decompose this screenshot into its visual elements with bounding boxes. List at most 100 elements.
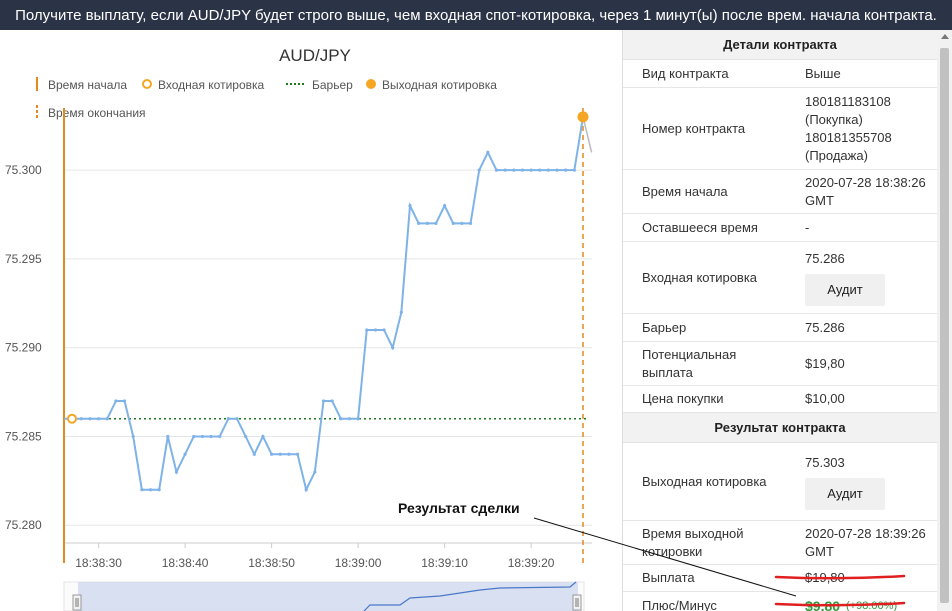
contract-type-label: Вид контракта — [642, 65, 729, 81]
price-point — [538, 168, 542, 172]
profit-loss-value-cell: $9,80 (+98.00%) — [785, 592, 937, 611]
x-axis: 18:38:30 18:38:40 18:38:50 18:39:00 18:39:10… — [75, 543, 555, 570]
x-tick-label: 18:38:40 — [162, 556, 209, 570]
y-tick-label: 75.285 — [5, 429, 42, 443]
price-point — [486, 150, 490, 154]
profit-loss-value: $9,80 — [805, 598, 841, 611]
price-point — [356, 417, 360, 421]
exit-spot-value: 75.303 — [805, 454, 845, 470]
remaining-time-value: - — [805, 219, 810, 235]
entry-spot-value-cell: 75.286 Аудит — [785, 242, 937, 313]
potential-payout-label: Потенциальная выплата — [642, 346, 737, 380]
potential-payout-value: $19,80 — [805, 355, 845, 371]
price-point — [391, 346, 395, 350]
price-point — [218, 434, 222, 439]
row-potential-payout: Потенциальная выплата $19,80 — [623, 342, 937, 386]
exit-spot-value-cell: 75.303 Аудит — [785, 443, 937, 520]
price-point — [512, 168, 516, 172]
price-point — [174, 470, 179, 474]
post-expiry-line — [582, 116, 593, 153]
price-point — [477, 168, 481, 172]
time-navigator[interactable] — [63, 581, 585, 611]
entry-spot-value: 75.286 — [805, 250, 845, 266]
price-point — [261, 434, 265, 439]
navigator-selection[interactable] — [78, 582, 578, 611]
legend-end-time: Время окончания — [48, 106, 146, 120]
price-point — [347, 417, 352, 421]
price-point — [157, 488, 161, 492]
scroll-up-arrow-icon[interactable] — [941, 34, 949, 39]
row-exit-spot: Выходная котировка 75.303 Аудит — [623, 443, 937, 521]
row-contract-number: Номер контракта 180181183108 (Покупка) 1… — [623, 88, 937, 170]
price-point — [572, 168, 576, 172]
y-tick-label: 75.290 — [5, 341, 42, 355]
banner-text: Получите выплату, если AUD/JPY будет стр… — [15, 6, 937, 24]
row-purchase-price: Цена покупки $10,00 — [623, 386, 937, 413]
entry-spot-legend-icon — [142, 79, 152, 89]
navigator-left-handle[interactable] — [72, 594, 82, 611]
row-contract-type: Вид контракта Выше — [623, 60, 937, 88]
price-point — [520, 168, 525, 172]
price-point — [114, 399, 118, 403]
row-profit-loss: Плюс/Минус $9,80 (+98.00%) — [623, 592, 937, 611]
price-point — [373, 328, 377, 332]
exit-spot-audit-button[interactable]: Аудит — [805, 477, 885, 510]
price-point — [382, 328, 386, 332]
chart-panel: AUD/JPY Время начала Входная котировка Б… — [0, 30, 622, 611]
chart-title: AUD/JPY — [279, 46, 351, 65]
y-axis: 75.280 75.285 75.290 75.295 75.300 — [5, 163, 42, 532]
price-point — [546, 168, 551, 172]
price-point — [140, 488, 144, 492]
row-start-time: Время начала 2020-07-28 18:38:26 GMT — [623, 170, 937, 214]
price-point — [79, 417, 83, 421]
price-point — [270, 452, 274, 456]
contract-type-value: Выше — [805, 65, 841, 81]
scrollbar-thumb[interactable] — [940, 48, 949, 603]
entry-spot-audit-button[interactable]: Аудит — [805, 273, 885, 306]
price-point — [97, 417, 101, 421]
price-point — [417, 221, 421, 226]
barrier-value: 75.286 — [805, 319, 845, 335]
payout-label: Выплата — [642, 570, 695, 585]
details-scrollbar[interactable] — [937, 30, 952, 611]
price-point — [443, 204, 447, 208]
price-point — [529, 168, 533, 172]
row-payout: Выплата $19,80 — [623, 565, 937, 592]
profit-loss-percent: (+98.00%) — [846, 600, 898, 611]
row-exit-spot-time: Время выходной котировки 2020-07-28 18:3… — [623, 521, 937, 565]
row-entry-spot: Входная котировка 75.286 Аудит — [623, 242, 937, 314]
price-point — [451, 221, 455, 226]
price-point — [321, 399, 326, 403]
x-tick-label: 18:38:50 — [248, 556, 295, 570]
price-point — [148, 488, 153, 492]
price-point — [399, 310, 403, 314]
start-time-label: Время начала — [642, 183, 728, 199]
contract-description-banner: Получите выплату, если AUD/JPY будет стр… — [0, 0, 952, 30]
navigator-right-handle[interactable] — [572, 594, 582, 611]
exit-spot-time-value: 2020-07-28 18:39:26 GMT — [805, 525, 926, 559]
entry-spot-marker — [67, 413, 77, 424]
exit-spot-label: Выходная котировка — [642, 473, 767, 489]
row-remaining-time: Оставшееся время - — [623, 214, 937, 242]
price-chart: AUD/JPY Время начала Входная котировка Б… — [5, 46, 593, 611]
plot-area — [63, 108, 593, 563]
price-point — [408, 204, 412, 208]
price-point — [200, 434, 204, 439]
purchase-price-label: Цена покупки — [642, 391, 724, 406]
x-tick-label: 18:38:30 — [75, 556, 122, 570]
price-point — [304, 488, 308, 492]
legend-barrier: Барьер — [312, 78, 353, 92]
legend-start-time: Время начала — [48, 78, 127, 92]
price-point — [564, 168, 568, 172]
price-point — [365, 328, 369, 332]
result-header: Результат контракта — [623, 413, 937, 443]
profit-loss-label: Плюс/Минус — [642, 598, 717, 611]
price-point — [192, 434, 196, 439]
price-point — [209, 434, 213, 439]
chart-grid — [64, 169, 592, 544]
price-point — [434, 221, 438, 226]
price-point — [166, 434, 170, 439]
price-point — [555, 168, 559, 172]
remaining-time-label: Оставшееся время — [642, 219, 758, 235]
contract-number-label: Номер контракта — [642, 120, 746, 136]
